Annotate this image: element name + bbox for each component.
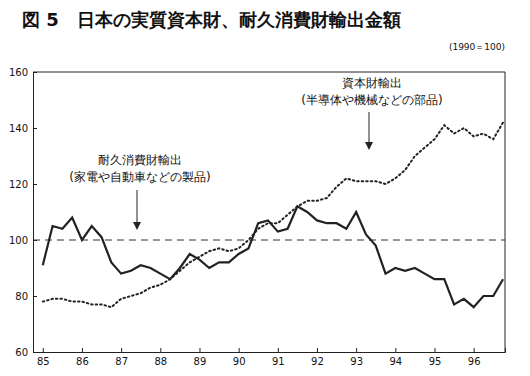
axis-line [34, 348, 506, 353]
tick-label: 95 [429, 356, 442, 367]
annotations: 耐久消費財輸出 (家電や自動車などの製品) 資本財輸出 (半導体や機械などの部品) [69, 76, 442, 230]
tick-label: 85 [37, 356, 50, 367]
tick-label: 86 [76, 356, 89, 367]
tick-mark [434, 348, 435, 352]
arrow [137, 190, 138, 224]
title: 図 5 日本の実質資本財、耐久消費財輸出金額 [22, 9, 401, 30]
tick: 86 [76, 348, 89, 367]
subtitle: (1990＝100) [449, 42, 505, 52]
plot-area [33, 122, 505, 307]
tick: 88 [154, 348, 167, 367]
tick: 95 [429, 348, 442, 367]
tick-mark [121, 348, 122, 352]
tick-label: 87 [115, 356, 128, 367]
tick: 160 [9, 67, 37, 78]
tick-label: 96 [468, 356, 481, 367]
tick-mark [33, 128, 37, 129]
y-axis: 60 80 100 120 140 160 [9, 67, 37, 358]
tick: 91 [272, 348, 285, 367]
tick: 140 [9, 123, 37, 134]
tick: 90 [233, 348, 246, 367]
tick-label: 92 [311, 356, 324, 367]
series-label: 耐久消費財輸出 [98, 153, 182, 167]
series-label: 資本財輸出 [342, 76, 402, 90]
tick-mark [199, 348, 200, 352]
tick-label: 120 [9, 179, 28, 190]
tick-label: 94 [389, 356, 402, 367]
tick-label: 60 [15, 347, 28, 358]
tick-mark [474, 348, 475, 352]
tick: 100 [9, 235, 37, 246]
annotation: (家電や自動車などの製品) [69, 170, 210, 184]
tick: 120 [9, 179, 37, 190]
tick-mark [33, 296, 37, 297]
tick-mark [43, 348, 44, 352]
tick: 87 [115, 348, 128, 367]
tick-label: 93 [350, 356, 363, 367]
x-axis: 85 86 87 88 89 90 91 92 93 94 95 96 [34, 348, 506, 367]
tick-label: 89 [194, 356, 207, 367]
tick-mark [356, 348, 357, 352]
tick-mark [33, 184, 37, 185]
tick-mark [82, 348, 83, 352]
tick: 94 [389, 348, 402, 367]
tick-label: 91 [272, 356, 285, 367]
series-line [43, 206, 503, 307]
frame [33, 72, 505, 73]
arrow-head [365, 142, 373, 150]
tick: 92 [311, 348, 324, 367]
tick-mark [160, 348, 161, 352]
axis-line [34, 73, 38, 353]
tick-label: 100 [9, 235, 28, 246]
arrow [369, 112, 370, 144]
tick: 93 [350, 348, 363, 367]
arrow-head [133, 222, 141, 230]
tick-label: 160 [9, 67, 28, 78]
series-line [43, 122, 503, 307]
frame [505, 72, 506, 352]
tick: 85 [37, 348, 50, 367]
tick-label: 140 [9, 123, 28, 134]
tick-mark [395, 348, 396, 352]
tick: 89 [194, 348, 207, 367]
tick-mark [239, 348, 240, 352]
tick-label: 80 [15, 291, 28, 302]
tick-mark [317, 348, 318, 352]
tick-label: 88 [154, 356, 167, 367]
tick: 96 [468, 348, 481, 367]
tick-label: 90 [233, 356, 246, 367]
annotation: (半導体や機械などの部品) [301, 93, 442, 107]
tick-mark [278, 348, 279, 352]
chart: 図 5 日本の実質資本財、耐久消費財輸出金額 (1990＝100) 60 80 100 1… [0, 0, 530, 376]
tick: 80 [15, 291, 37, 302]
